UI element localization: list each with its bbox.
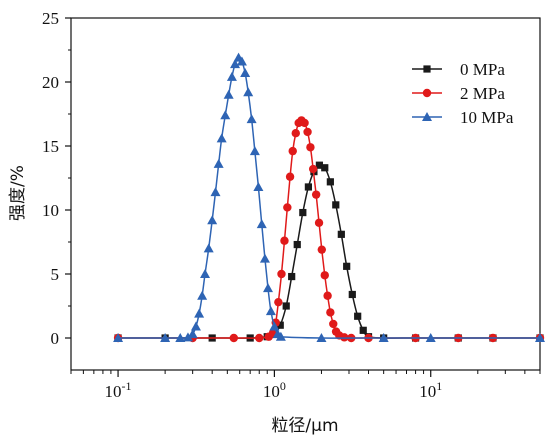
y-axis-label: 强度/% <box>8 165 28 221</box>
axes: 0 5 10 15 20 25 10-1 100 101 <box>42 9 541 401</box>
y-tick-label: 0 <box>51 329 60 348</box>
circle-marker <box>314 218 324 227</box>
circle-marker <box>422 88 432 98</box>
legend-label: 10 MPa <box>460 108 514 127</box>
triangle-marker <box>249 146 260 156</box>
triangle-marker <box>262 283 273 293</box>
square-marker <box>293 240 301 249</box>
triangle-marker <box>226 71 237 81</box>
circle-marker <box>280 236 289 245</box>
square-marker <box>282 302 290 310</box>
triangle-marker <box>200 269 211 278</box>
square-marker <box>276 321 284 329</box>
square-marker <box>337 230 345 238</box>
triangle-marker <box>160 333 171 342</box>
plot-frame <box>70 17 541 371</box>
circle-marker <box>274 297 283 307</box>
triangle-marker <box>203 243 214 253</box>
triangle-marker <box>236 56 247 66</box>
x-tick-label: 101 <box>419 379 442 401</box>
x-tick-label: 10-1 <box>105 379 132 401</box>
x-axis-label: 粒径/μm <box>271 416 338 436</box>
circle-marker <box>323 291 332 300</box>
triangle-marker <box>269 321 280 331</box>
triangle-marker <box>223 89 234 99</box>
circle-marker <box>277 269 286 279</box>
circle-marker <box>326 308 335 317</box>
triangle-marker <box>378 333 389 342</box>
circle-marker <box>311 190 321 199</box>
square-marker <box>304 183 312 191</box>
triangle-marker <box>182 332 193 342</box>
y-tick-label: 25 <box>42 9 59 28</box>
legend-label: 0 MPa <box>460 60 505 79</box>
square-marker <box>332 201 340 209</box>
y-tick-label: 20 <box>42 73 59 92</box>
series-layer <box>113 52 545 343</box>
circle-marker <box>329 319 338 329</box>
square-marker <box>315 161 323 169</box>
circle-marker <box>300 118 309 128</box>
circle-marker <box>229 333 239 343</box>
triangle-marker <box>197 290 208 300</box>
square-marker <box>354 312 362 320</box>
square-marker <box>423 65 431 73</box>
y-tick-label: 10 <box>42 201 59 220</box>
triangle-marker <box>246 114 257 124</box>
circle-marker <box>291 129 300 138</box>
circle-marker <box>283 203 292 212</box>
x-tick-label: 100 <box>263 379 286 401</box>
triangle-marker <box>243 87 254 97</box>
triangle-marker <box>240 68 251 78</box>
triangle-marker <box>175 333 186 342</box>
series-line <box>118 119 540 339</box>
circle-marker <box>317 245 326 254</box>
circle-marker <box>320 271 329 280</box>
triangle-marker <box>535 333 545 342</box>
triangle-marker <box>113 333 124 342</box>
triangle-marker <box>422 112 432 121</box>
triangle-marker <box>316 333 327 342</box>
triangle-marker <box>190 321 201 331</box>
y-tick-label: 15 <box>42 137 59 156</box>
triangle-marker <box>230 59 241 69</box>
triangle-marker <box>210 187 221 197</box>
triangle-marker <box>194 308 205 318</box>
circle-marker <box>306 143 315 152</box>
square-marker <box>321 164 329 172</box>
legend: 0 MPa 2 MPa 10 MPa <box>412 60 514 127</box>
series-10-mpa <box>113 52 545 342</box>
square-marker <box>348 290 356 299</box>
circle-marker <box>308 164 318 174</box>
square-marker <box>326 178 334 186</box>
triangle-marker <box>187 329 198 339</box>
y-tick-label: 5 <box>51 265 60 284</box>
triangle-marker <box>259 253 270 263</box>
square-marker <box>288 272 296 281</box>
triangle-marker <box>265 306 276 316</box>
legend-label: 2 MPa <box>460 84 505 103</box>
triangle-marker <box>425 333 436 342</box>
square-marker <box>343 262 351 270</box>
triangle-marker <box>253 181 264 191</box>
triangle-marker <box>216 133 227 143</box>
triangle-marker <box>256 219 267 229</box>
circle-marker <box>255 333 264 343</box>
square-marker <box>359 326 367 334</box>
circle-marker <box>285 172 295 181</box>
circle-marker <box>288 146 297 156</box>
triangle-marker <box>275 331 286 341</box>
triangle-marker <box>220 110 231 120</box>
series-2-mpa <box>113 116 545 343</box>
triangle-marker <box>207 215 218 225</box>
square-marker <box>299 208 307 217</box>
circle-marker <box>303 127 312 137</box>
triangle-marker <box>213 158 224 168</box>
